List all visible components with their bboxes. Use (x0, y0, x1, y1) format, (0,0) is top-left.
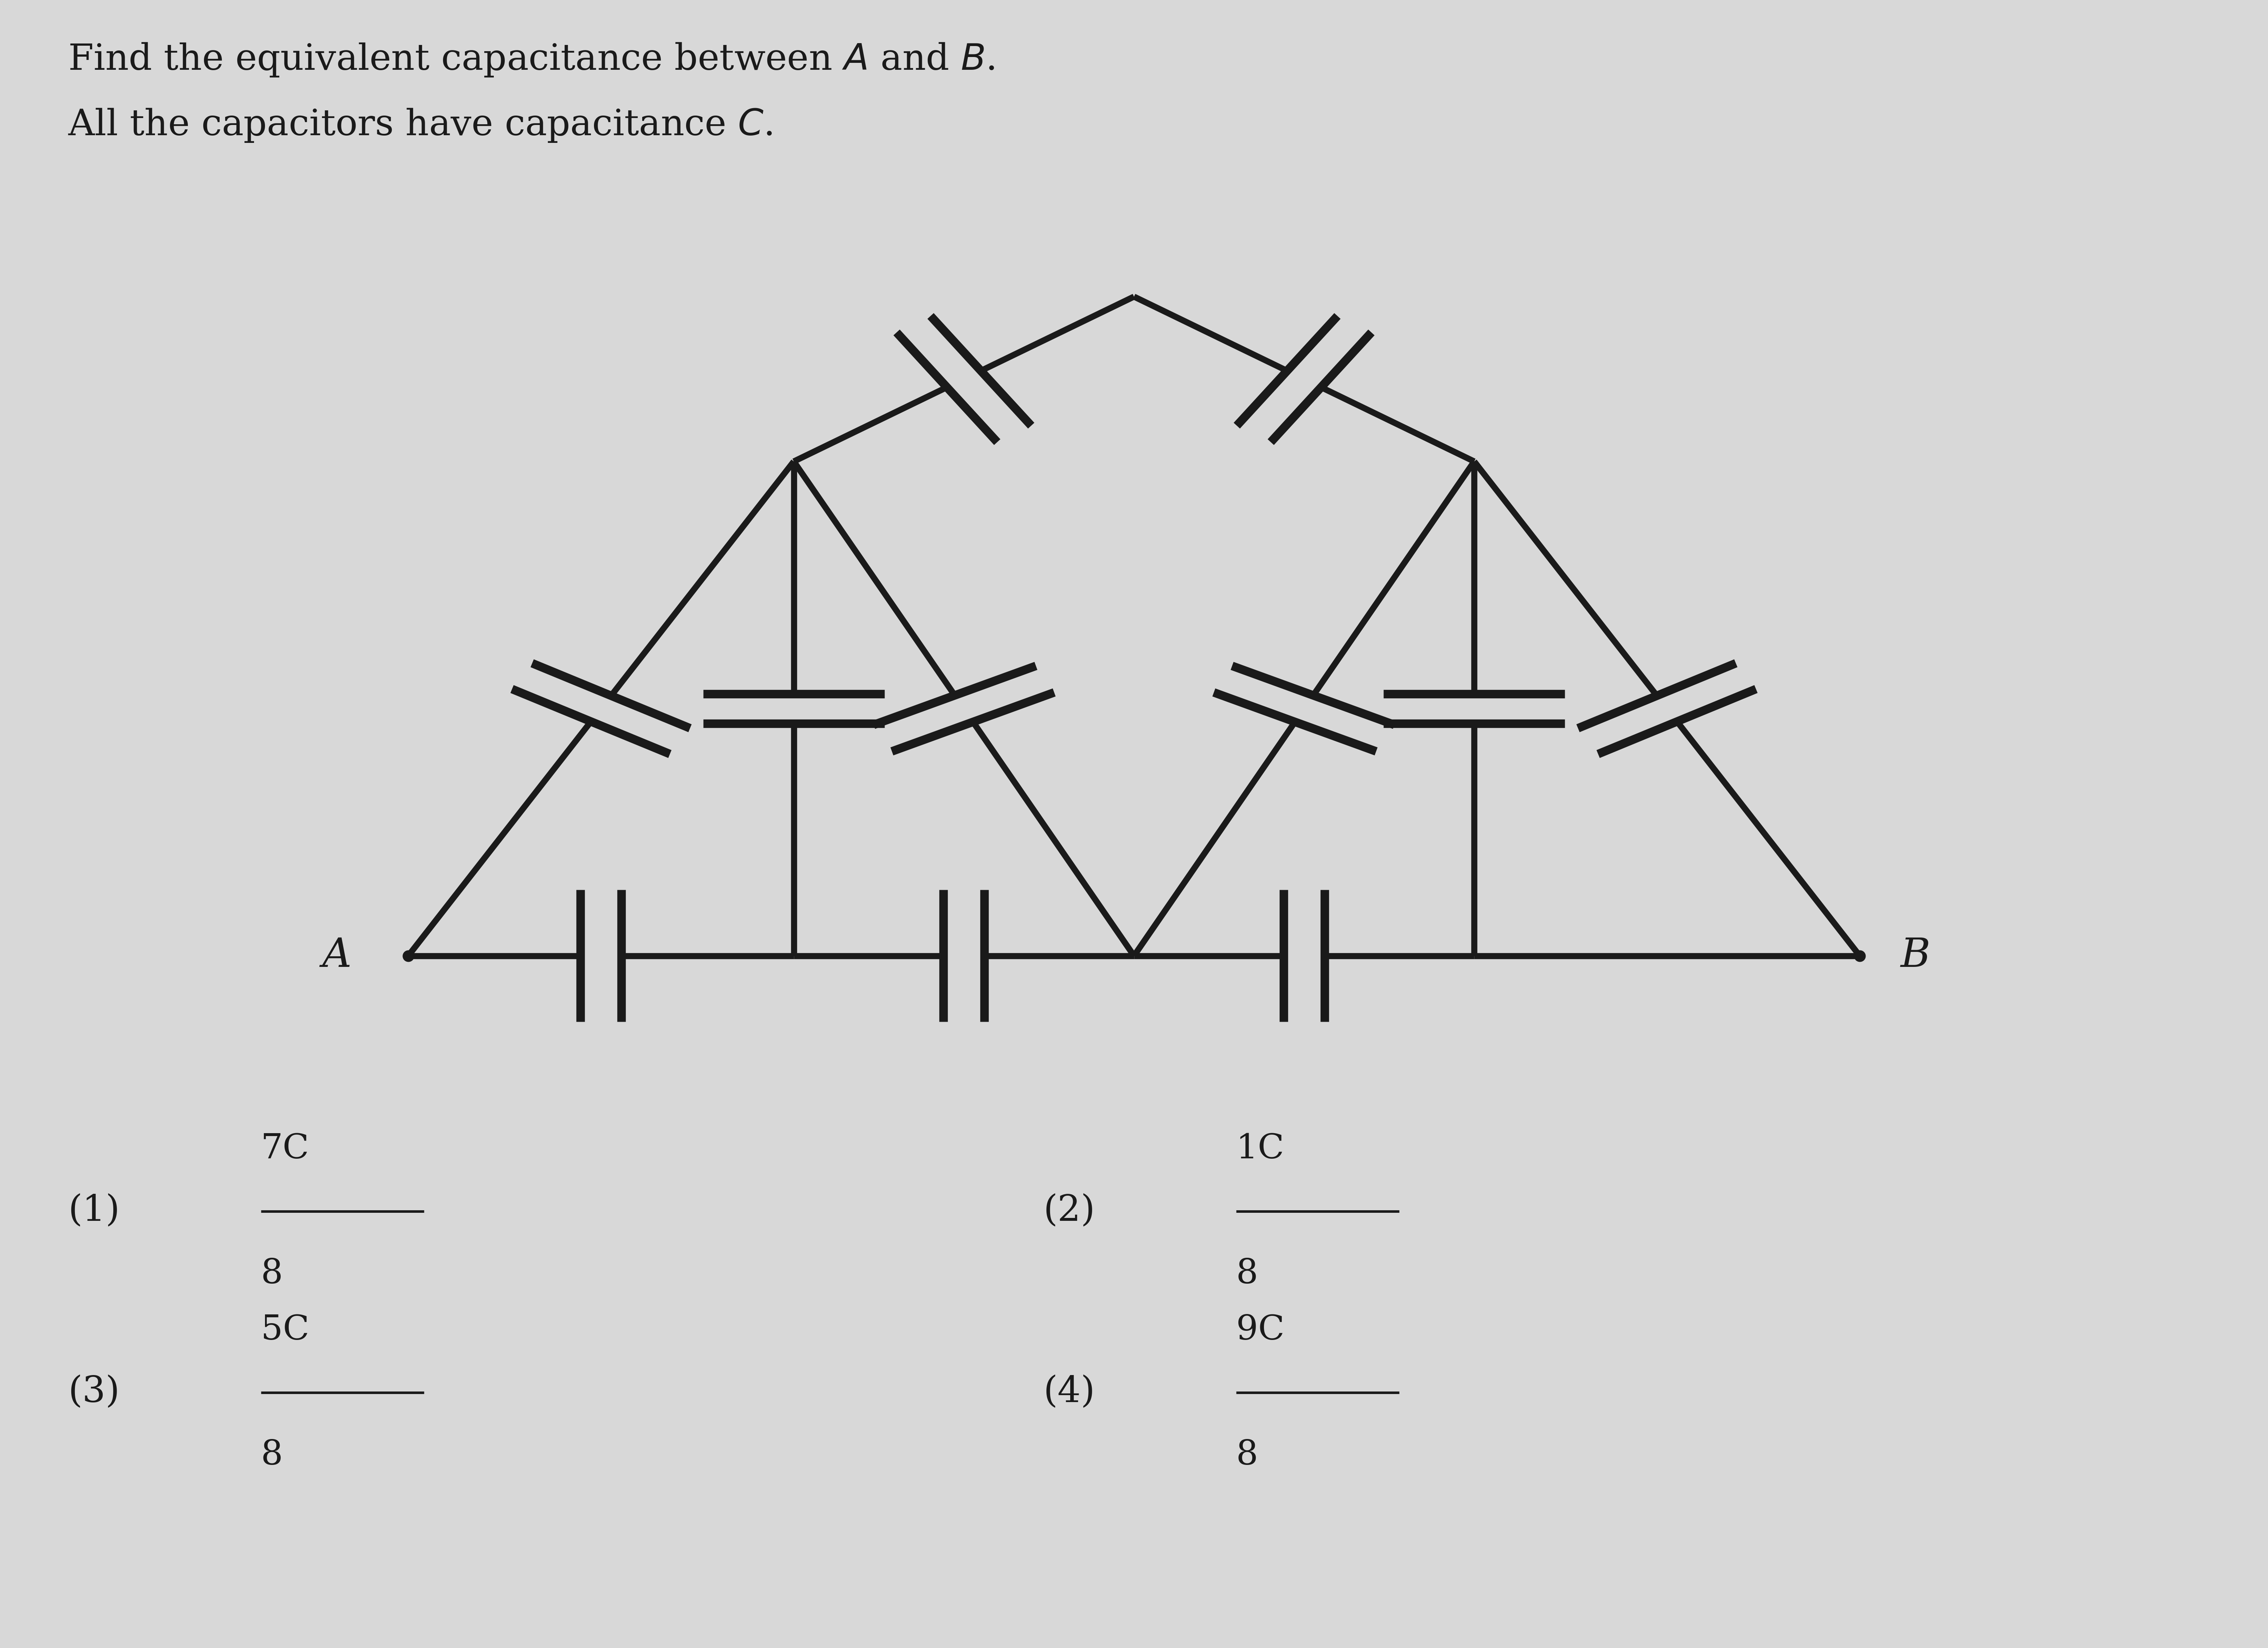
Text: (1): (1) (68, 1193, 120, 1229)
Text: 5C: 5C (261, 1313, 308, 1346)
Text: 8: 8 (261, 1257, 284, 1290)
Text: (3): (3) (68, 1374, 120, 1411)
Text: (4): (4) (1043, 1374, 1095, 1411)
Text: 8: 8 (261, 1439, 284, 1472)
Text: All the capacitors have capacitance $C$.: All the capacitors have capacitance $C$. (68, 107, 773, 143)
Text: 1C: 1C (1236, 1132, 1284, 1165)
Text: (2): (2) (1043, 1193, 1095, 1229)
Text: 8: 8 (1236, 1439, 1259, 1472)
Text: 7C: 7C (261, 1132, 308, 1165)
Text: Find the equivalent capacitance between $A$ and $B$.: Find the equivalent capacitance between … (68, 41, 996, 77)
Text: A: A (322, 936, 352, 976)
Text: B: B (1901, 936, 1930, 976)
Text: 9C: 9C (1236, 1313, 1284, 1346)
Text: 8: 8 (1236, 1257, 1259, 1290)
